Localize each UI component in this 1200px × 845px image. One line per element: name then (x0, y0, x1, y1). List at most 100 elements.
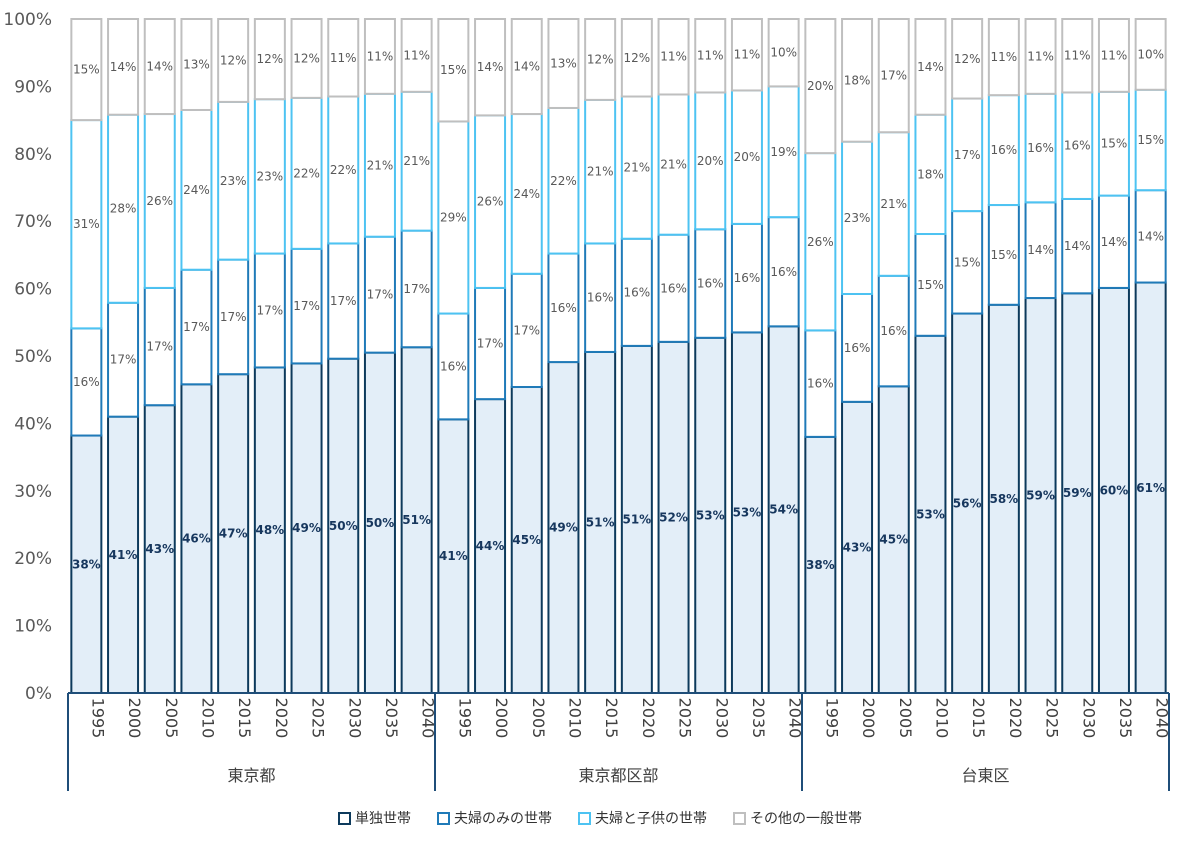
data-label-couple: 15% (954, 255, 981, 269)
data-label-couple-children: 23% (844, 211, 871, 225)
data-label-couple-children: 28% (110, 202, 137, 216)
data-label-couple-children: 24% (183, 183, 210, 197)
bar-segment-single (547, 361, 580, 694)
bar-segment-other (107, 18, 140, 116)
data-label-single: 51% (402, 513, 431, 527)
x-tick-label: 1995 (88, 698, 107, 739)
bar-segment-single (767, 325, 800, 694)
data-label-other: 12% (257, 52, 284, 66)
bar-segment-couple (1134, 189, 1167, 284)
y-tick-label: 100% (3, 10, 52, 30)
data-label-couple: 14% (1027, 243, 1054, 257)
bar-segment-couple-children (620, 95, 653, 240)
bar-segment-couple (217, 258, 250, 376)
y-tick-label: 90% (14, 77, 52, 97)
data-label-couple: 14% (1101, 235, 1128, 249)
bar-segment-other (1024, 18, 1057, 95)
x-tick-label: 2010 (932, 698, 951, 739)
bar-segment-couple (1024, 201, 1057, 300)
y-tick-label: 20% (14, 549, 52, 569)
x-tick-label: 2025 (309, 698, 328, 739)
bar-segment-other (437, 18, 470, 123)
data-label-couple: 16% (880, 324, 907, 338)
x-tick-label: 2005 (529, 698, 548, 739)
data-label-couple: 16% (770, 265, 797, 279)
data-label-couple-children: 17% (954, 148, 981, 162)
bar-segment-other (474, 18, 507, 117)
bar-segment-other (951, 18, 984, 100)
bar-segment-couple-children (951, 97, 984, 213)
bar-segment-couple (951, 210, 984, 315)
data-label-other: 13% (183, 57, 210, 71)
data-label-single: 46% (182, 532, 211, 546)
data-label-other: 17% (880, 69, 907, 83)
data-label-single: 45% (512, 533, 541, 547)
bar-segment-single (510, 386, 543, 694)
bars: 38% 16% 31% 15% 41% 17% 28% 14% 43% 17% 26% 14% 46% 1… (70, 18, 1167, 694)
x-tick-label: 2005 (896, 698, 915, 739)
data-label-single: 50% (366, 516, 395, 530)
bar-segment-couple-children (474, 114, 507, 289)
data-label-couple: 16% (624, 285, 651, 299)
y-tick-label: 70% (14, 212, 52, 232)
bar-segment-single (694, 336, 727, 694)
bar-segment-other (1134, 18, 1167, 91)
data-label-single: 51% (622, 512, 651, 526)
legend-swatch-couple (437, 811, 450, 825)
data-label-couple-children: 21% (660, 158, 687, 172)
x-tick-label: 2000 (492, 698, 511, 739)
bar-segment-single (620, 344, 653, 694)
data-label-couple-children: 20% (734, 150, 761, 164)
bar-segment-other (363, 18, 396, 95)
bar-segment-couple (143, 286, 176, 407)
data-label-other: 12% (220, 53, 247, 67)
bar-segment-other (877, 18, 910, 134)
data-label-couple-children: 22% (550, 174, 577, 188)
bar-segment-single (657, 340, 690, 694)
x-tick-label: 2035 (749, 698, 768, 739)
data-label-single: 41% (439, 549, 468, 563)
data-label-other: 11% (734, 48, 761, 62)
data-label-other: 11% (1064, 49, 1091, 63)
data-label-couple-children: 31% (73, 217, 100, 231)
legend-swatch-couple-children (578, 811, 591, 825)
data-label-other: 11% (991, 50, 1018, 64)
data-label-other: 11% (403, 48, 430, 62)
data-label-single: 56% (953, 496, 982, 510)
bar-segment-single (1097, 286, 1130, 694)
data-label-other: 12% (624, 51, 651, 65)
bar-segment-other (694, 18, 727, 94)
data-label-other: 20% (807, 79, 834, 93)
x-tick-label: 2025 (676, 698, 695, 739)
data-label-single: 43% (843, 540, 872, 554)
x-tick-label: 2035 (1116, 698, 1135, 739)
data-label-couple: 17% (513, 323, 540, 337)
legend-swatch-other (733, 811, 746, 825)
x-axis: 1995 2000 2005 2010 2015 2020 2025 2030 2035 2040… (67, 692, 1172, 791)
bar-segment-couple-children (1024, 92, 1057, 204)
x-tick-label: 2010 (565, 698, 584, 739)
data-label-couple: 17% (146, 340, 173, 354)
legend-swatch-single (338, 811, 351, 825)
data-label-couple: 17% (220, 310, 247, 324)
data-label-single: 49% (292, 521, 321, 535)
data-label-other: 12% (954, 52, 981, 66)
bar-segment-couple (657, 233, 690, 343)
bar-segment-other (804, 18, 837, 155)
data-label-couple-children: 21% (880, 197, 907, 211)
bar-segment-single (327, 357, 360, 694)
data-label-couple-children: 22% (293, 166, 320, 180)
group-label: 台東区 (961, 766, 1009, 785)
bar-segment-couple-children (107, 113, 140, 304)
x-tick-label: 2020 (639, 698, 658, 739)
bar-segment-couple-children (584, 98, 617, 245)
data-label-other: 14% (477, 60, 504, 74)
data-label-couple-children: 22% (330, 163, 357, 177)
bar-segment-couple (1061, 197, 1094, 295)
bar-segment-couple-children (841, 140, 874, 295)
legend-label-single: 単独世帯 (355, 811, 411, 827)
bar-segment-couple (987, 204, 1020, 306)
data-label-couple: 16% (660, 281, 687, 295)
data-label-single: 60% (1100, 483, 1129, 497)
data-label-other: 12% (587, 52, 614, 66)
